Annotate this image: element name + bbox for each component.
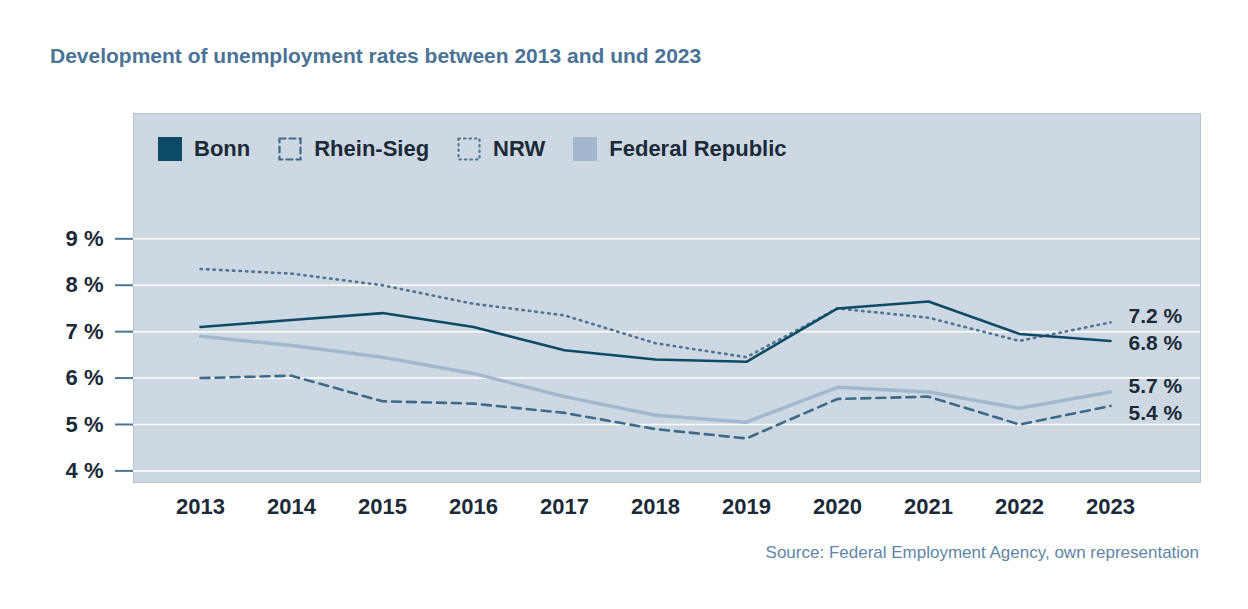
html-text:Development of unemployment ra: Development of unemployment rates betwee… [50, 44, 702, 67]
svg-text:5 %: 5 % [66, 412, 104, 437]
svg-text:2018: 2018 [631, 494, 680, 519]
svg-text:2016: 2016 [449, 494, 498, 519]
html-text:Bonn: Bonn [194, 136, 251, 161]
svg-text:2014: 2014 [267, 494, 317, 519]
svg-text:2013: 2013 [176, 494, 225, 519]
svg-text:2020: 2020 [813, 494, 862, 519]
html-text:Federal Republic: Federal Republic [609, 136, 787, 161]
svg-text:5.7 %: 5.7 % [1129, 374, 1183, 397]
svg-text:2015: 2015 [358, 494, 407, 519]
svg-text:2022: 2022 [995, 494, 1044, 519]
svg-text:6 %: 6 % [66, 365, 104, 390]
svg-text:2019: 2019 [722, 494, 771, 519]
svg-text:7.2 %: 7.2 % [1129, 304, 1183, 327]
svg-text:2017: 2017 [540, 494, 589, 519]
svg-text:4 %: 4 % [66, 458, 104, 483]
svg-text:2023: 2023 [1086, 494, 1135, 519]
svg-text:2021: 2021 [904, 494, 953, 519]
html-text:Rhein-Sieg: Rhein-Sieg [314, 136, 430, 161]
svg-text:5.4 %: 5.4 % [1129, 401, 1183, 424]
svg-text:7 %: 7 % [66, 319, 104, 344]
html-text:Source: Federal Employment Age: Source: Federal Employment Agency, own r… [765, 543, 1199, 562]
html-text:NRW: NRW [493, 136, 546, 161]
svg-text:9 %: 9 % [66, 226, 104, 251]
svg-text:8 %: 8 % [66, 272, 104, 297]
svg-text:6.8 %: 6.8 % [1129, 331, 1183, 354]
